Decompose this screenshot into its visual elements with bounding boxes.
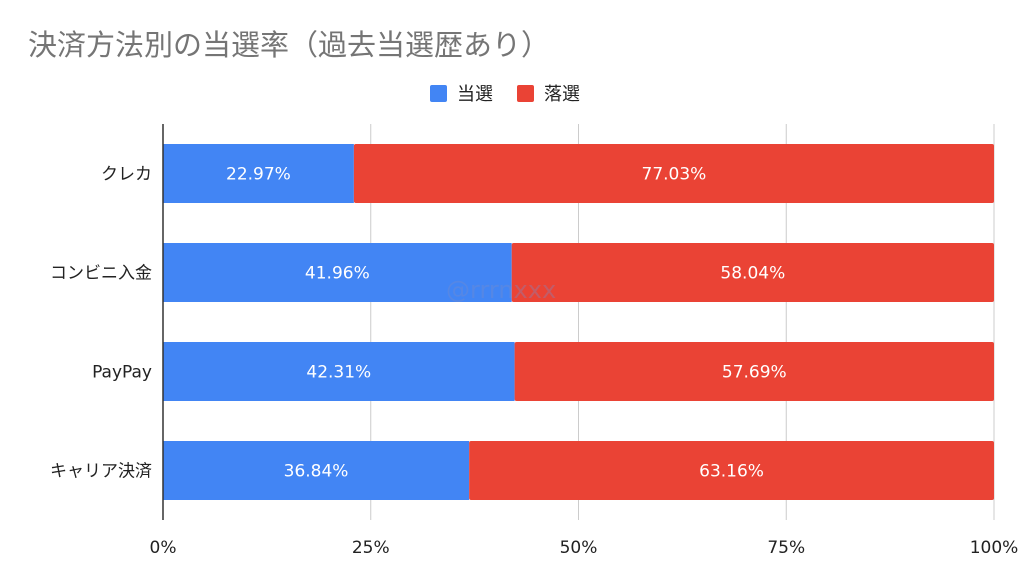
bar-segment	[353, 144, 994, 203]
x-tick-label: 50%	[560, 538, 598, 558]
bar-segment	[514, 342, 994, 401]
data-label: 42.31%	[306, 363, 371, 383]
legend-swatch-lose	[517, 84, 534, 102]
bar-segment	[163, 342, 515, 401]
category-label: コンビニ入金	[50, 264, 152, 284]
legend-item-win: 当選	[430, 80, 493, 106]
x-tick-label: 0%	[150, 538, 177, 558]
watermark: @rrrnxxx	[446, 276, 557, 304]
data-label: 22.97%	[226, 165, 291, 185]
data-label: 63.16%	[699, 462, 764, 482]
chart-title: 決済方法別の当選率（過去当選歴あり）	[28, 28, 551, 62]
x-tick-label: 25%	[352, 538, 390, 558]
x-tick-label: 75%	[767, 538, 805, 558]
bar-segment	[163, 243, 512, 302]
bar-segment	[469, 441, 995, 500]
legend-swatch-win	[430, 84, 447, 102]
data-label: 77.03%	[642, 165, 707, 185]
data-label: 57.69%	[722, 363, 787, 383]
legend-label-win: 当選	[457, 84, 493, 105]
data-label: 41.96%	[305, 264, 370, 284]
data-label: 36.84%	[284, 462, 349, 482]
bar-segment	[163, 441, 470, 500]
bar-segment	[511, 243, 994, 302]
legend: 当選 落選	[430, 80, 604, 106]
category-label: クレカ	[101, 165, 152, 185]
category-label: PayPay	[92, 363, 152, 383]
x-tick-label: 100%	[970, 538, 1019, 558]
legend-item-lose: 落選	[517, 80, 580, 106]
data-label: 58.04%	[720, 264, 785, 284]
bar-segment	[163, 144, 354, 203]
legend-label-lose: 落選	[544, 84, 580, 105]
category-label: キャリア決済	[50, 462, 152, 482]
